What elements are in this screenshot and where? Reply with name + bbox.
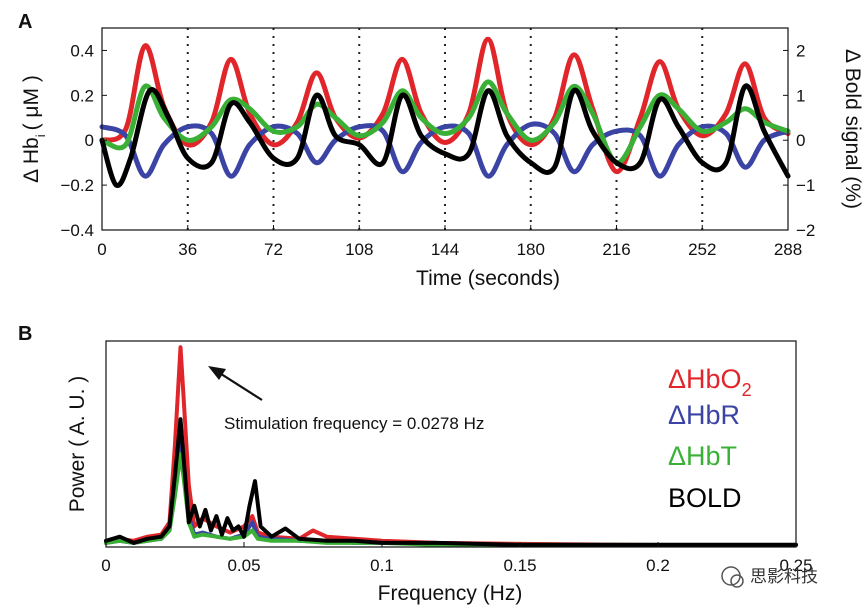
x-tick-label: 72 bbox=[264, 240, 283, 259]
panel-b: B 0 0.05 0.1 0.15 0.2 0.25 Frequency (Hz) Pow… bbox=[18, 323, 813, 605]
x-tick-label: 0 bbox=[97, 240, 106, 259]
annotation-arrow bbox=[208, 366, 263, 401]
panel-a-series bbox=[99, 36, 791, 188]
x-tick-label: 0.15 bbox=[503, 556, 536, 575]
y-tick-label-right: 1 bbox=[796, 86, 805, 105]
watermark-icon-2 bbox=[730, 574, 744, 588]
y-tick-label-left: 0.2 bbox=[70, 86, 94, 105]
svg-text:Δ Bold signal (%): Δ Bold signal (%) bbox=[841, 49, 864, 209]
x-tick-label: 36 bbox=[178, 240, 197, 259]
watermark-text: 思影科技 bbox=[750, 567, 818, 587]
x-tick-label: 0 bbox=[101, 556, 110, 575]
panel-b-x-label: Frequency (Hz) bbox=[378, 582, 523, 605]
legend-bold: BOLD bbox=[668, 483, 742, 513]
spectrum-line-bold bbox=[104, 417, 798, 547]
watermark: 思影科技 bbox=[721, 566, 818, 588]
x-tick-label: 108 bbox=[345, 240, 373, 259]
x-tick-label: 0.1 bbox=[370, 556, 394, 575]
legend: ΔHbO2 ΔHbR ΔHbT BOLD bbox=[668, 364, 752, 513]
panel-a-label: A bbox=[18, 11, 32, 33]
y-label-left-sub: i bbox=[33, 134, 48, 137]
x-tick-label: 144 bbox=[431, 240, 459, 259]
panel-a: A 0 36 72 108 144 180 216 252 288 −0.4 −0.2 0 0.2 0.… bbox=[18, 11, 864, 290]
legend-hbt: ΔHbT bbox=[668, 441, 737, 471]
panel-b-y-label: Power ( A. U. ) bbox=[66, 376, 89, 513]
x-tick-label: 0.2 bbox=[646, 556, 670, 575]
stimulation-annotation: Stimulation frequency = 0.0278 Hz bbox=[224, 414, 484, 433]
y-tick-label-left: 0 bbox=[85, 131, 94, 150]
y-tick-label-right: −2 bbox=[796, 221, 815, 240]
panel-a-x-label: Time (seconds) bbox=[416, 267, 560, 290]
panel-a-y-label-left: Δ Hbi ( μM ) bbox=[20, 75, 48, 183]
x-tick-label: 252 bbox=[688, 240, 716, 259]
arrow-head bbox=[208, 366, 226, 380]
y-tick-label-right: 0 bbox=[796, 131, 805, 150]
y-tick-label-left: −0.4 bbox=[60, 221, 94, 240]
svg-text:Δ Hbi( μM ): Δ Hbi ( μM ) bbox=[20, 75, 48, 183]
panel-a-y-label-right: Δ Bold signal (%) bbox=[841, 49, 864, 209]
svg-text:Power ( A. U. ): Power ( A. U. ) bbox=[66, 376, 89, 513]
y-tick-label-left: 0.4 bbox=[70, 41, 94, 60]
series-line-hbt bbox=[99, 79, 791, 166]
panel-b-x-ticks: 0 0.05 0.1 0.15 0.2 0.25 bbox=[101, 542, 813, 575]
y-tick-label-right: 2 bbox=[796, 41, 805, 60]
y-tick-label-left: −0.2 bbox=[60, 176, 94, 195]
panel-a-x-ticks: 0 36 72 108 144 180 216 252 288 bbox=[97, 225, 802, 259]
legend-hbo: ΔHbO2 bbox=[668, 364, 752, 400]
y-tick-label-right: −1 bbox=[796, 176, 815, 195]
panel-b-label: B bbox=[18, 323, 32, 345]
x-tick-label: 288 bbox=[774, 240, 802, 259]
panel-b-series bbox=[104, 345, 798, 547]
series-line-hbo bbox=[99, 36, 791, 175]
legend-hbr: ΔHbR bbox=[668, 400, 740, 430]
x-tick-label: 216 bbox=[602, 240, 630, 259]
x-tick-label: 0.05 bbox=[227, 556, 260, 575]
panel-b-frame bbox=[105, 340, 797, 548]
x-tick-label: 0.25 bbox=[779, 556, 812, 575]
x-tick-label: 180 bbox=[517, 240, 545, 259]
y-label-left-main: Δ Hb bbox=[20, 137, 43, 183]
panel-a-y-ticks-right: −2 −1 0 1 2 bbox=[783, 41, 815, 240]
stimulus-lines bbox=[186, 28, 704, 230]
arrow-shaft bbox=[217, 371, 263, 401]
series-line-bold bbox=[99, 83, 791, 188]
y-label-left-unit: ( μM ) bbox=[20, 75, 43, 130]
panel-a-y-ticks-left: −0.4 −0.2 0 0.2 0.4 bbox=[60, 41, 107, 240]
